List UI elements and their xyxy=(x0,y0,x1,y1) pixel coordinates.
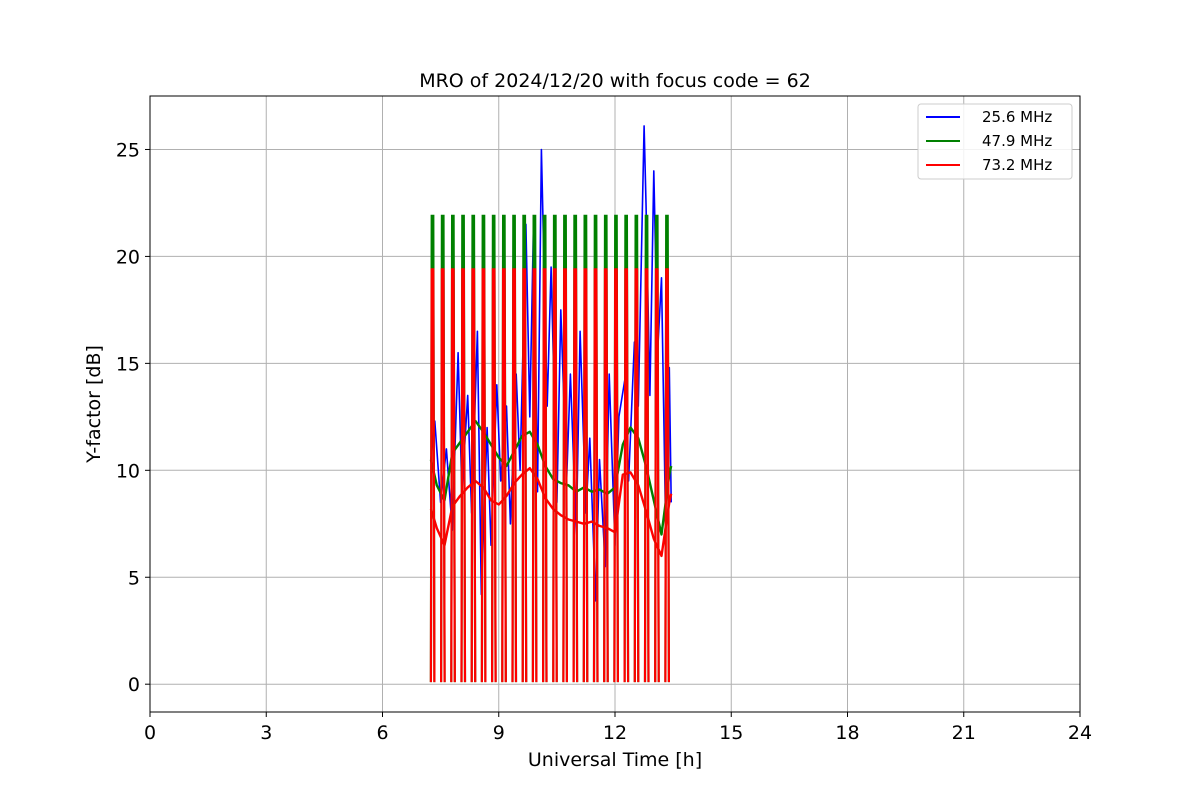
chart-title: MRO of 2024/12/20 with focus code = 62 xyxy=(419,70,811,92)
y-tick-label: 25 xyxy=(116,139,140,161)
calibration-spike-73-2-mhz xyxy=(613,268,619,683)
y-tick-label: 0 xyxy=(128,674,140,696)
calibration-spike-73-2-mhz xyxy=(470,268,477,683)
legend-label-73-2: 73.2 MHz xyxy=(982,156,1052,174)
calibration-spike-73-2-mhz xyxy=(572,268,579,683)
series-lines xyxy=(429,125,673,683)
calibration-spike-73-2-mhz xyxy=(511,268,518,683)
y-axis-label: Y-factor [dB] xyxy=(83,345,105,464)
calibration-spike-73-2-mhz xyxy=(643,268,650,683)
x-tick-label: 0 xyxy=(144,722,156,744)
x-tick-label: 21 xyxy=(952,722,976,744)
calibration-spike-73-2-mhz xyxy=(603,268,609,683)
y-tick-label: 15 xyxy=(116,353,140,375)
x-axis-ticks: 0 3 6 9 12 15 18 21 24 xyxy=(144,712,1092,744)
x-tick-label: 15 xyxy=(719,722,743,744)
legend-label-25-6: 25.6 MHz xyxy=(982,108,1052,126)
calibration-spike-73-2-mhz xyxy=(460,268,467,683)
plot-frame xyxy=(149,95,1081,713)
calibration-spike-73-2-mhz xyxy=(521,268,528,683)
calibration-spike-73-2-mhz xyxy=(623,268,630,683)
calibration-spike-73-2-mhz xyxy=(654,268,660,683)
calibration-spike-73-2-mhz xyxy=(501,268,507,683)
x-axis-label: Universal Time [h] xyxy=(528,749,702,771)
y-tick-label: 20 xyxy=(116,246,140,268)
calibration-spike-73-2-mhz xyxy=(542,268,548,683)
y-tick-label: 10 xyxy=(116,460,140,482)
x-tick-label: 3 xyxy=(260,722,272,744)
x-tick-label: 24 xyxy=(1068,722,1092,744)
calibration-spike-73-2-mhz xyxy=(429,268,436,683)
y-tick-label: 5 xyxy=(128,567,140,589)
x-tick-label: 12 xyxy=(603,722,627,744)
calibration-spike-73-2-mhz xyxy=(664,268,670,683)
calibration-spike-73-2-mhz xyxy=(440,268,446,683)
calibration-spike-73-2-mhz xyxy=(633,268,640,683)
calibration-spike-73-2-mhz xyxy=(552,268,558,683)
calibration-spike-73-2-mhz xyxy=(450,268,456,683)
y-axis-ticks: 0 5 10 15 20 25 xyxy=(116,139,150,696)
calibration-spike-73-2-mhz xyxy=(531,268,538,683)
x-tick-label: 9 xyxy=(493,722,505,744)
x-tick-label: 6 xyxy=(376,722,388,744)
calibration-spike-73-2-mhz xyxy=(582,268,589,683)
calibration-spike-73-2-mhz xyxy=(562,268,568,683)
legend-label-47-9: 47.9 MHz xyxy=(982,132,1052,150)
calibration-spike-73-2-mhz xyxy=(480,268,487,683)
legend-frame xyxy=(917,103,1073,180)
x-tick-label: 18 xyxy=(835,722,859,744)
legend: 25.6 MHz 47.9 MHz 73.2 MHz xyxy=(917,103,1073,180)
calibration-spike-73-2-mhz xyxy=(491,268,497,683)
calibration-spike-73-2-mhz xyxy=(592,268,599,683)
